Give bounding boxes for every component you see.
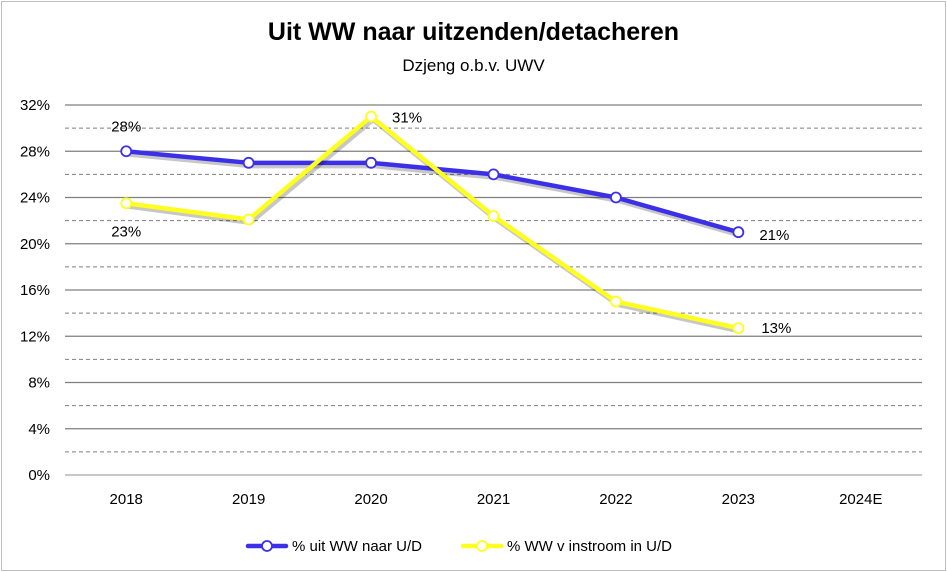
- data-point: [487, 210, 500, 222]
- axes: 0% 4% 8% 12% 16% 20% 24% 28% 32% 2018 2019 2020 2021…: [20, 97, 883, 508]
- data-point: [242, 156, 255, 169]
- data-point: [610, 295, 622, 308]
- data-label: 21%: [759, 227, 789, 244]
- y-tick-label: 20%: [20, 236, 50, 253]
- x-tick-label: 2021: [477, 491, 510, 508]
- grid-lines: [65, 104, 922, 476]
- data-point: [732, 322, 745, 335]
- x-tick-label: 2024E: [839, 491, 882, 508]
- x-tick-label: 2022: [599, 491, 632, 508]
- legend: % uit WW naar U/D % WW v instroom in U/D: [245, 538, 672, 555]
- data-point: [365, 110, 377, 123]
- data-label: 31%: [392, 110, 422, 127]
- data-point: [610, 191, 622, 204]
- legend-label: % uit WW naar U/D: [292, 538, 422, 555]
- data-point: [487, 168, 500, 181]
- x-tick-label: 2020: [354, 491, 387, 508]
- data-label: 28%: [111, 118, 141, 135]
- data-label: 13%: [761, 320, 791, 337]
- y-tick-label: 4%: [28, 421, 50, 438]
- series-group: [120, 110, 745, 335]
- x-tick-label: 2019: [232, 491, 265, 508]
- data-labels: 28% 21% 23% 31% 13%: [111, 110, 791, 338]
- chart-title: Uit WW naar uitzenden/detacheren: [267, 18, 680, 46]
- y-tick-label: 32%: [20, 97, 50, 114]
- legend-marker: [261, 540, 273, 552]
- data-point: [120, 197, 133, 210]
- y-tick-label: 28%: [20, 143, 50, 160]
- x-tick-label: 2018: [110, 491, 143, 508]
- data-label: 23%: [111, 223, 141, 240]
- legend-label: % WW v instroom in U/D: [507, 538, 672, 555]
- data-point: [120, 145, 133, 158]
- data-point: [732, 226, 745, 239]
- data-point: [365, 156, 377, 169]
- y-tick-label: 0%: [28, 467, 50, 484]
- series-line: [123, 114, 741, 331]
- y-tick-label: 12%: [20, 328, 50, 345]
- series-line-shadow: [125, 151, 743, 238]
- x-tick-label: 2023: [722, 491, 755, 508]
- y-tick-label: 16%: [20, 282, 50, 299]
- y-tick-label: 8%: [28, 375, 50, 392]
- y-tick-label: 24%: [20, 190, 50, 207]
- data-point: [242, 213, 255, 226]
- chart-subtitle: Dzjeng o.b.v. UWV: [402, 56, 545, 75]
- legend-marker: [476, 540, 488, 552]
